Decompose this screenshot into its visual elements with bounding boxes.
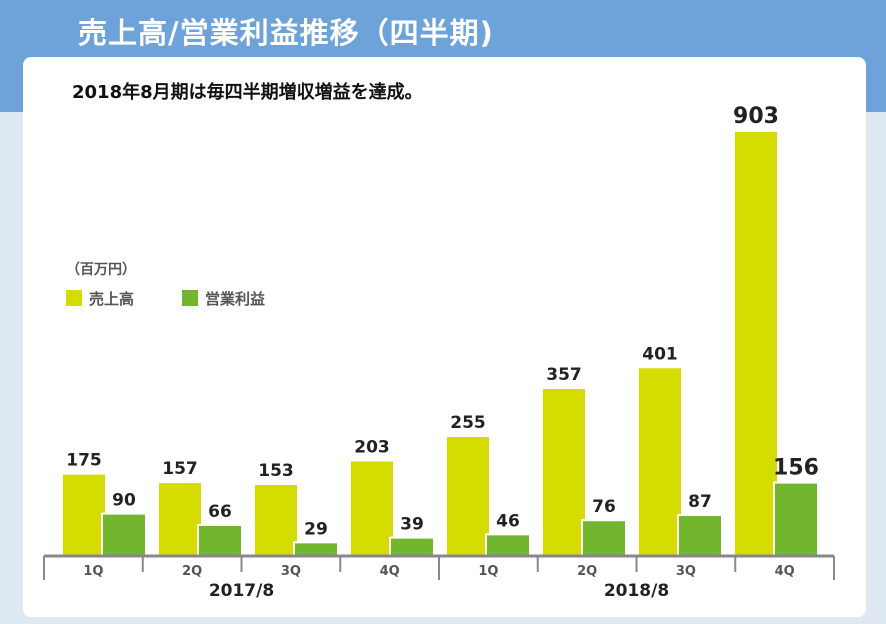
profit-bar-5 bbox=[485, 533, 531, 557]
profit-bar-4 bbox=[389, 536, 435, 558]
profit-bar-6 bbox=[581, 519, 627, 558]
sales-value-label-4: 203 bbox=[354, 437, 390, 457]
legend-label-sales: 売上高 bbox=[89, 289, 135, 308]
x-tick-label-1: 1Q bbox=[83, 564, 103, 579]
profit-value-label-3: 29 bbox=[304, 519, 328, 539]
profit-value-label-7: 87 bbox=[688, 492, 712, 512]
x-tick-label-4: 4Q bbox=[380, 564, 400, 579]
sales-value-label-5: 255 bbox=[450, 413, 486, 433]
x-tick-label-5: 1Q bbox=[478, 564, 498, 579]
legend-label-profit: 営業利益 bbox=[205, 289, 266, 308]
unit-label: （百万円） bbox=[66, 262, 136, 278]
sales-value-label-8: 903 bbox=[733, 104, 779, 129]
x-tick-label-7: 3Q bbox=[676, 564, 696, 579]
x-group-label-2: 2018/8 bbox=[604, 581, 669, 601]
profit-value-label-1: 90 bbox=[112, 491, 136, 511]
profit-value-label-8: 156 bbox=[773, 456, 819, 481]
profit-bar-8 bbox=[773, 481, 819, 557]
legend-item-sales: 売上高 bbox=[66, 288, 134, 308]
x-tick-label-2: 2Q bbox=[182, 564, 202, 579]
sales-value-label-3: 153 bbox=[258, 461, 294, 481]
x-tick-label-3: 3Q bbox=[281, 564, 301, 579]
sales-bar-4 bbox=[349, 459, 395, 557]
legend-swatch-sales bbox=[66, 290, 82, 306]
sales-bar-1 bbox=[61, 472, 107, 557]
legend-item-profit: 営業利益 bbox=[182, 288, 265, 308]
sales-value-label-7: 401 bbox=[642, 344, 678, 364]
sales-bar-6 bbox=[541, 386, 587, 557]
sales-bar-2 bbox=[157, 481, 203, 557]
chart-subtitle: 2018年8月期は毎四半期増収増益を達成。 bbox=[72, 82, 423, 103]
sales-value-label-2: 157 bbox=[162, 459, 198, 479]
sales-value-label-6: 357 bbox=[546, 365, 582, 385]
sales-bar-5 bbox=[445, 434, 491, 558]
sales-bar-7 bbox=[637, 366, 683, 558]
x-tick-label-8: 4Q bbox=[775, 564, 795, 579]
profit-value-label-2: 66 bbox=[208, 502, 232, 522]
profit-bar-1 bbox=[101, 512, 147, 557]
sales-bar-3 bbox=[253, 482, 299, 557]
profit-value-label-6: 76 bbox=[592, 497, 616, 517]
page-title: 売上高/営業利益推移（四半期) bbox=[78, 16, 494, 50]
profit-value-label-5: 46 bbox=[496, 511, 520, 531]
legend-swatch-profit bbox=[182, 290, 198, 306]
profit-value-label-4: 39 bbox=[400, 515, 424, 535]
profit-bar-2 bbox=[197, 523, 243, 558]
sales-bar-8 bbox=[733, 130, 779, 557]
profit-bar-7 bbox=[677, 514, 723, 558]
profit-bar-3 bbox=[293, 541, 339, 558]
sales-value-label-1: 175 bbox=[66, 451, 102, 471]
x-group-label-1: 2017/8 bbox=[209, 581, 274, 601]
x-tick-label-6: 2Q bbox=[577, 564, 597, 579]
